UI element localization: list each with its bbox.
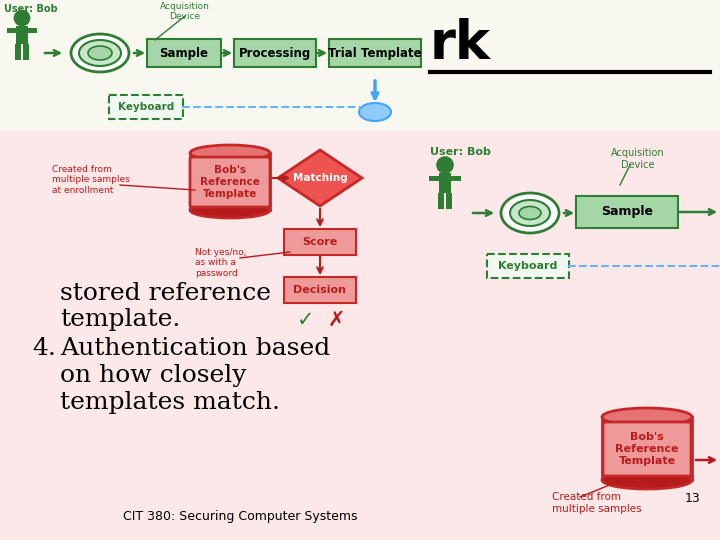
FancyBboxPatch shape xyxy=(0,0,720,130)
FancyBboxPatch shape xyxy=(603,422,691,476)
Text: Sample: Sample xyxy=(160,46,209,59)
FancyBboxPatch shape xyxy=(190,153,270,210)
Text: templates match.: templates match. xyxy=(60,391,280,414)
Text: Authentication based: Authentication based xyxy=(60,337,330,360)
Text: Acquisition
Device: Acquisition Device xyxy=(160,2,210,22)
Text: Trial Template: Trial Template xyxy=(328,46,422,59)
Text: ✓: ✓ xyxy=(297,310,315,330)
Text: CIT 380: Securing Computer Systems: CIT 380: Securing Computer Systems xyxy=(122,510,357,523)
Text: Keyboard: Keyboard xyxy=(498,261,558,271)
FancyBboxPatch shape xyxy=(23,44,29,59)
Text: Matching: Matching xyxy=(293,173,347,183)
FancyBboxPatch shape xyxy=(329,39,421,67)
FancyBboxPatch shape xyxy=(438,173,451,193)
FancyBboxPatch shape xyxy=(446,193,452,209)
FancyBboxPatch shape xyxy=(429,176,438,181)
Ellipse shape xyxy=(359,103,391,121)
FancyBboxPatch shape xyxy=(234,39,316,67)
Text: Bob's
Reference
Template: Bob's Reference Template xyxy=(616,433,679,465)
Text: rk: rk xyxy=(430,18,491,70)
Text: Score: Score xyxy=(302,237,338,247)
FancyBboxPatch shape xyxy=(15,44,21,59)
FancyBboxPatch shape xyxy=(284,277,356,303)
Text: 13: 13 xyxy=(685,492,701,505)
Text: ✗: ✗ xyxy=(328,310,345,330)
Text: User: Bob: User: Bob xyxy=(430,147,491,157)
FancyBboxPatch shape xyxy=(109,95,183,119)
Circle shape xyxy=(14,10,30,25)
FancyBboxPatch shape xyxy=(438,193,444,209)
Text: Not yes/no,
as with a
password: Not yes/no, as with a password xyxy=(195,248,246,278)
FancyBboxPatch shape xyxy=(16,25,28,44)
FancyBboxPatch shape xyxy=(190,157,270,207)
Text: Bob's
Reference
Template: Bob's Reference Template xyxy=(200,165,260,199)
Text: template.: template. xyxy=(60,308,181,331)
Text: Acquisition
Device: Acquisition Device xyxy=(611,148,665,170)
Ellipse shape xyxy=(602,408,692,426)
FancyBboxPatch shape xyxy=(602,417,692,480)
Ellipse shape xyxy=(190,145,270,161)
FancyBboxPatch shape xyxy=(576,196,678,228)
Text: Created from
multiple samples
at enrollment: Created from multiple samples at enrollm… xyxy=(52,165,130,195)
FancyBboxPatch shape xyxy=(487,254,569,278)
Text: Processing: Processing xyxy=(239,46,311,59)
FancyBboxPatch shape xyxy=(28,28,37,33)
Ellipse shape xyxy=(79,40,121,66)
Text: User: Bob: User: Bob xyxy=(4,4,58,14)
Ellipse shape xyxy=(71,34,129,72)
Polygon shape xyxy=(278,150,362,206)
FancyBboxPatch shape xyxy=(451,176,462,181)
Ellipse shape xyxy=(519,206,541,219)
Text: 4.: 4. xyxy=(32,337,56,360)
Circle shape xyxy=(437,157,453,173)
Text: Keyboard: Keyboard xyxy=(118,102,174,112)
FancyBboxPatch shape xyxy=(147,39,221,67)
FancyBboxPatch shape xyxy=(6,28,16,33)
Text: on how closely: on how closely xyxy=(60,364,246,387)
Ellipse shape xyxy=(602,471,692,489)
Text: Sample: Sample xyxy=(601,206,653,219)
Text: Decision: Decision xyxy=(294,285,346,295)
Text: stored reference: stored reference xyxy=(60,282,271,305)
Ellipse shape xyxy=(501,193,559,233)
Ellipse shape xyxy=(510,200,550,226)
Ellipse shape xyxy=(190,202,270,218)
FancyBboxPatch shape xyxy=(0,130,720,540)
Text: Created from
multiple samples: Created from multiple samples xyxy=(552,492,642,514)
Ellipse shape xyxy=(88,46,112,60)
FancyBboxPatch shape xyxy=(284,229,356,255)
